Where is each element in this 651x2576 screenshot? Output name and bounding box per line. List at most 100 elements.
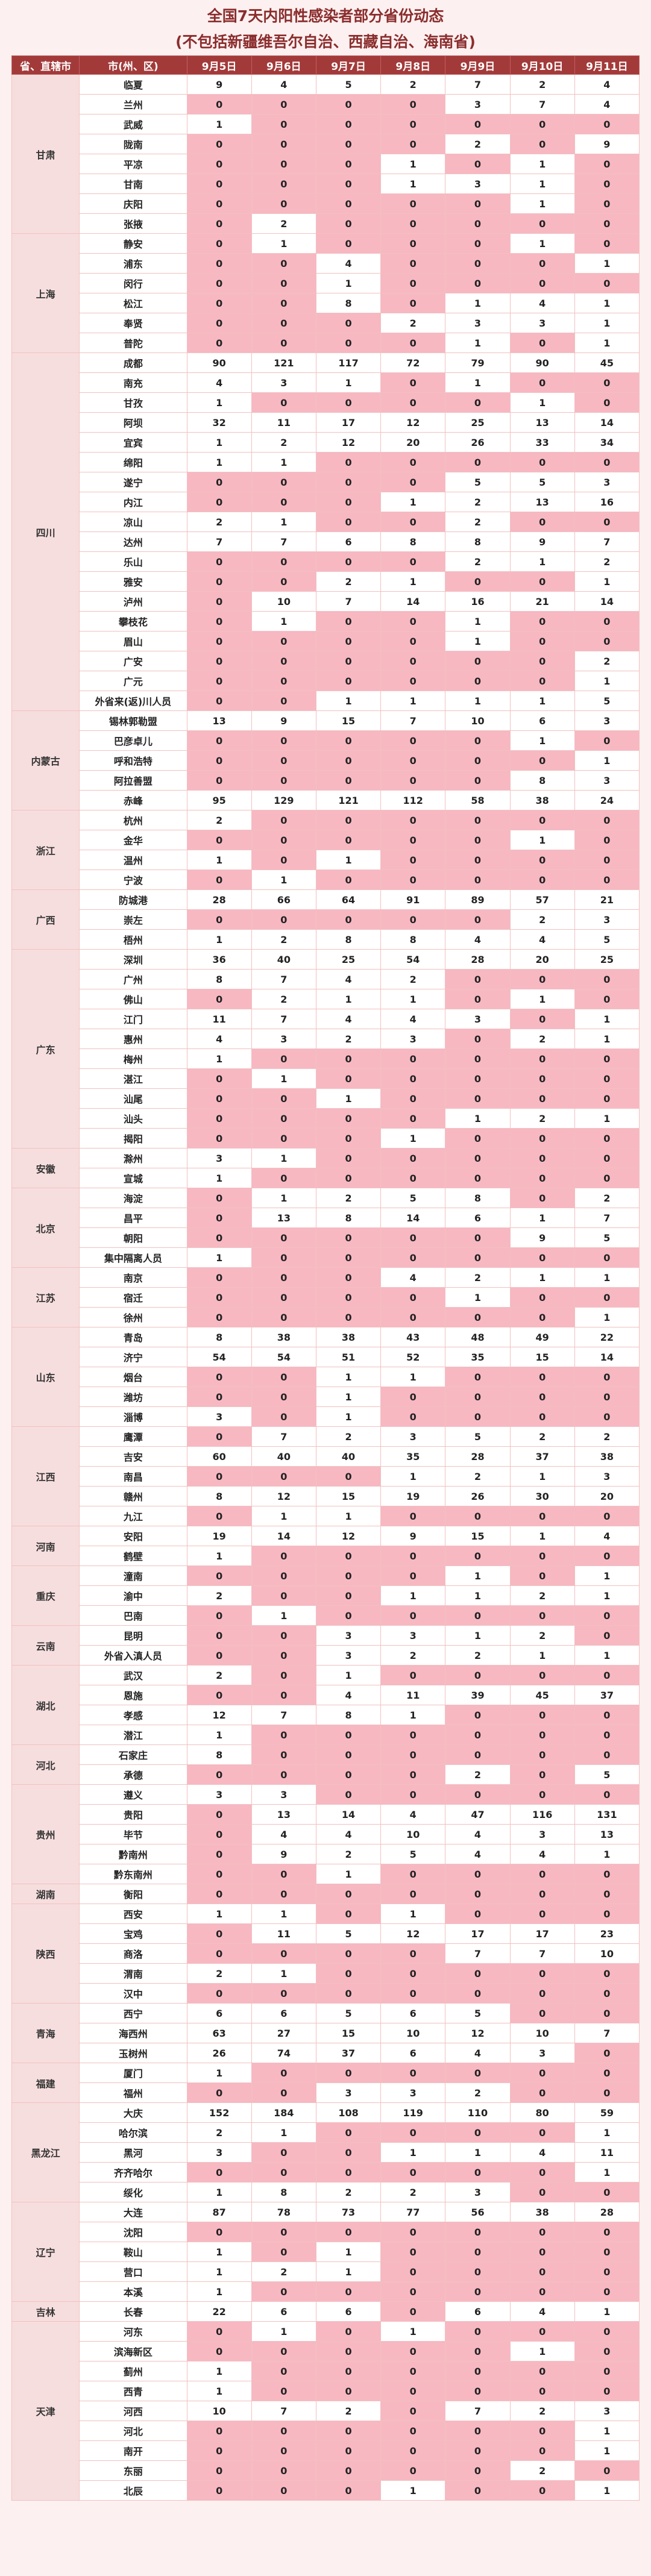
count-cell: 1 [380,154,446,174]
count-cell: 1 [380,1128,446,1149]
count-cell: 1 [186,452,252,472]
count-cell: 0 [186,591,252,612]
count-cell: 112 [380,790,446,810]
count-cell: 0 [380,2261,446,2282]
count-cell: 60 [186,1446,252,1467]
count-cell: 0 [380,1784,446,1805]
table-row: 巴南 0 1 0 0 0 0 0 [12,1605,640,1626]
table-row: 武威 1 0 0 0 0 0 0 [12,114,640,134]
count-cell: 19 [186,1526,252,1546]
count-cell: 3 [445,174,511,194]
count-cell: 0 [251,1625,316,1646]
count-cell: 0 [251,850,316,870]
table-row: 惠州 4 3 2 3 0 2 1 [12,1029,640,1049]
city-cell: 海淀 [79,1188,187,1208]
count-cell: 11 [186,1009,252,1029]
count-cell: 3 [186,1406,252,1427]
count-cell: 95 [186,790,252,810]
count-cell: 131 [574,1804,640,1825]
count-cell: 0 [186,293,252,313]
count-cell: 0 [380,870,446,890]
count-cell: 0 [509,1148,575,1168]
table-row: 江西 鹰潭 0 7 2 3 5 2 2 [11,1426,640,1526]
count-cell: 0 [445,1406,511,1427]
count-cell: 2 [380,313,446,333]
count-cell: 0 [251,1406,316,1427]
table-row: 绥化 1 8 2 2 3 0 0 [12,2182,640,2202]
table-row: 兰州 0 0 0 0 3 7 4 [12,94,640,114]
city-cell: 平凉 [79,154,187,174]
count-cell: 0 [251,1864,316,1884]
table-row: 贵州 遵义 3 3 0 0 0 0 0 [11,1784,640,1884]
count-cell: 1 [251,233,316,254]
count-cell: 0 [186,2460,252,2481]
table-row: 遂宁 0 0 0 0 5 5 3 [12,472,640,492]
count-cell: 0 [445,750,511,771]
count-cell: 0 [186,1208,252,1228]
count-cell: 0 [574,1387,640,1407]
count-cell: 0 [574,452,640,472]
count-cell: 0 [574,512,640,532]
province-cell: 河南 [11,1526,80,1566]
count-cell: 4 [315,1009,382,1029]
count-cell: 0 [251,94,316,114]
city-cell: 汕头 [79,1108,187,1129]
table-row: 广西 防城港 28 66 64 91 89 57 21 [11,889,640,950]
count-cell: 5 [315,1923,382,1944]
count-cell: 0 [315,233,382,254]
count-cell: 22 [574,1327,640,1347]
city-cell: 商洛 [79,1943,187,1964]
count-cell: 0 [445,2222,511,2242]
count-cell: 23 [574,1923,640,1944]
count-cell: 0 [380,1725,446,1745]
city-cell: 南充 [79,372,187,393]
count-cell: 3 [574,472,640,492]
count-cell: 5 [380,1844,446,1864]
count-cell: 0 [574,1665,640,1685]
count-cell: 0 [380,730,446,751]
count-cell: 0 [315,870,382,890]
column-header: 市(州、区) [79,55,187,75]
count-cell: 13 [186,710,252,731]
count-cell: 4 [574,94,640,114]
count-cell: 0 [380,2122,446,2143]
table-row: 呼和浩特 0 0 0 0 0 0 1 [12,750,640,771]
count-cell: 2 [445,1466,511,1487]
count-cell: 1 [380,1466,446,1487]
count-cell: 0 [380,213,446,234]
count-cell: 0 [186,1506,252,1526]
city-cell: 福州 [79,2082,187,2103]
count-cell: 0 [509,1884,575,1904]
count-cell: 1 [315,273,382,293]
count-cell: 0 [509,273,575,293]
count-cell: 3 [251,372,316,393]
count-cell: 0 [574,1367,640,1387]
count-cell: 0 [186,870,252,890]
count-cell: 2 [186,1963,252,1984]
city-cell: 渭南 [79,1963,187,1984]
count-cell: 1 [380,1585,446,1606]
province-cell: 北京 [11,1188,80,1268]
count-cell: 0 [186,174,252,194]
count-cell: 0 [186,1307,252,1327]
count-cell: 0 [574,1744,640,1765]
count-cell: 3 [186,1784,252,1805]
count-cell: 0 [186,1068,252,1089]
count-cell: 0 [574,1068,640,1089]
table-row: 湖北 武汉 2 0 1 0 0 0 0 [11,1665,640,1745]
count-cell: 0 [186,2480,252,2501]
count-cell: 1 [251,1188,316,1208]
table-row: 陇南 0 0 0 0 2 0 9 [12,134,640,154]
count-cell: 0 [509,1168,575,1188]
count-cell: 0 [574,2381,640,2401]
count-cell: 2 [315,1188,382,1208]
count-cell: 0 [251,1247,316,1268]
city-cell: 临夏 [79,74,187,95]
province-cell: 广西 [11,889,80,950]
count-cell: 2 [574,1426,640,1447]
count-cell: 0 [186,233,252,254]
count-cell: 2 [509,1108,575,1129]
count-cell: 90 [186,353,252,373]
count-cell: 1 [251,452,316,472]
city-cell: 赤峰 [79,790,187,810]
